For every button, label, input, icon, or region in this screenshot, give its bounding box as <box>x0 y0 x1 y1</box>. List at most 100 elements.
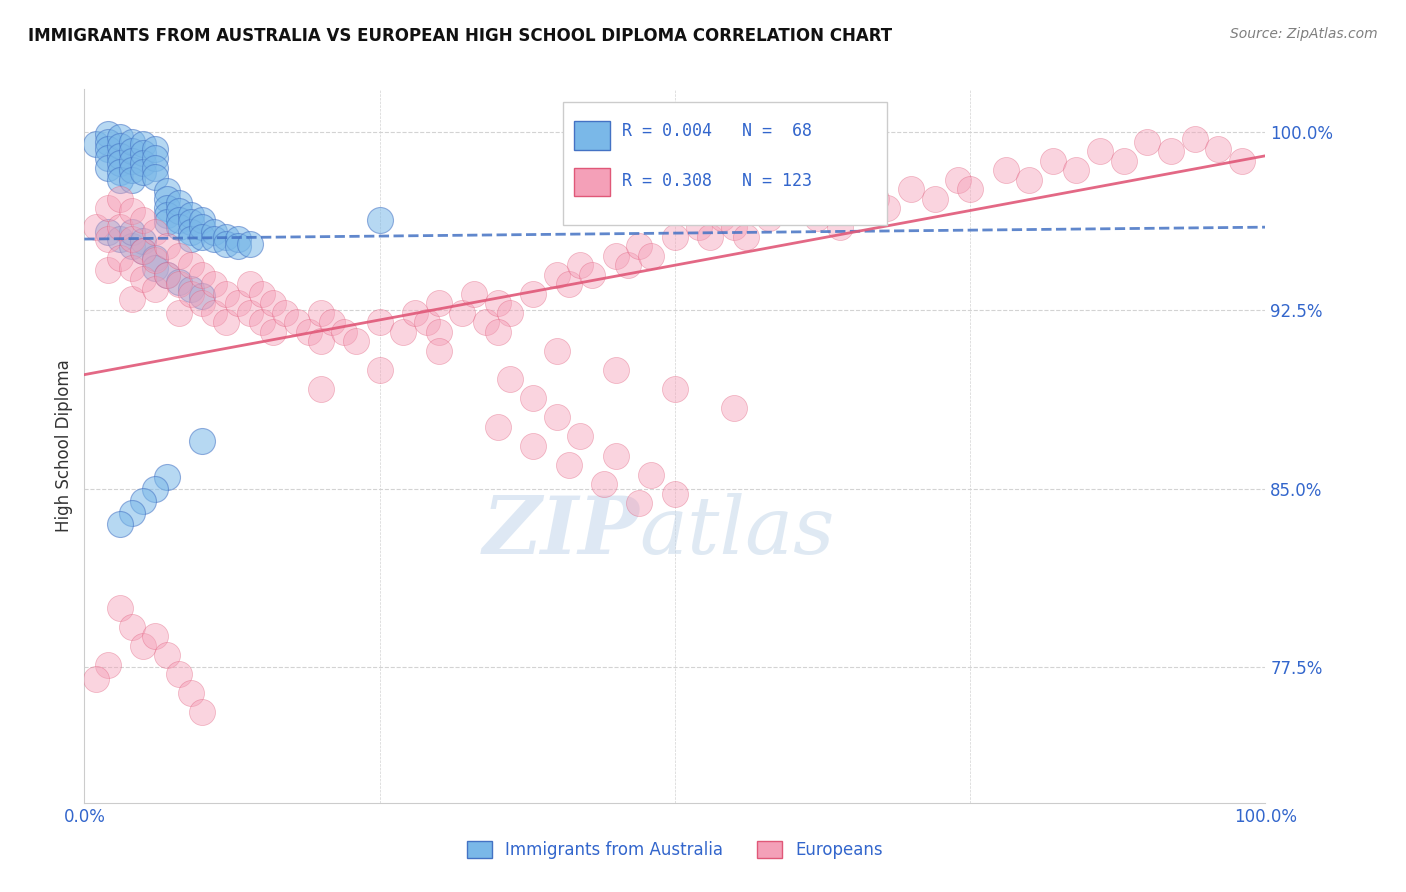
Point <box>108 172 131 186</box>
Point <box>167 203 190 218</box>
Point <box>557 277 579 292</box>
Point <box>121 260 143 275</box>
Point <box>143 253 166 268</box>
Point <box>226 232 249 246</box>
Point <box>309 334 332 349</box>
Point <box>498 306 520 320</box>
Text: R = 0.004   N =  68: R = 0.004 N = 68 <box>621 121 811 139</box>
Point <box>167 306 190 320</box>
Point <box>84 136 107 151</box>
Point <box>121 203 143 218</box>
Point <box>546 268 568 282</box>
Point <box>416 315 439 329</box>
Point <box>321 315 343 329</box>
Point <box>948 172 970 186</box>
Point <box>368 363 391 377</box>
Point <box>156 268 179 282</box>
Point <box>167 275 190 289</box>
Point <box>97 142 120 156</box>
Point <box>97 161 120 175</box>
Point <box>900 182 922 196</box>
Point <box>605 449 627 463</box>
Point <box>215 229 238 244</box>
Point <box>628 239 651 253</box>
Point <box>108 220 131 235</box>
Point <box>758 211 780 225</box>
Point <box>143 151 166 165</box>
Point <box>180 215 202 229</box>
Point <box>1088 144 1111 158</box>
Point <box>723 220 745 235</box>
Point <box>132 213 155 227</box>
Point <box>215 315 238 329</box>
Point <box>191 706 214 720</box>
Point <box>132 146 155 161</box>
Point <box>167 667 190 681</box>
Point <box>451 306 474 320</box>
Point <box>97 657 120 672</box>
Point <box>132 165 155 179</box>
Bar <box>575 168 610 196</box>
Point <box>97 263 120 277</box>
Point <box>546 410 568 425</box>
Point <box>97 201 120 215</box>
Point <box>239 277 262 292</box>
Point <box>498 372 520 386</box>
Point <box>782 201 804 215</box>
Point <box>640 467 662 482</box>
Point <box>167 277 190 292</box>
Point <box>1042 153 1064 168</box>
Point <box>121 163 143 178</box>
Point <box>202 225 225 239</box>
Point <box>180 686 202 700</box>
Point <box>734 229 756 244</box>
Point <box>180 225 202 239</box>
Point <box>143 251 166 265</box>
Point <box>522 286 544 301</box>
Point <box>250 315 273 329</box>
Point <box>180 208 202 222</box>
Point <box>132 493 155 508</box>
Point <box>121 292 143 306</box>
Point <box>1136 135 1159 149</box>
Point <box>830 220 852 235</box>
Point <box>156 201 179 215</box>
Point <box>581 268 603 282</box>
Point <box>143 482 166 496</box>
Point <box>143 142 166 156</box>
Point <box>143 170 166 185</box>
Point <box>132 156 155 170</box>
Point <box>97 232 120 246</box>
Text: ZIP: ZIP <box>482 493 640 570</box>
Point <box>167 220 190 235</box>
Point <box>108 165 131 179</box>
Point <box>640 249 662 263</box>
Point <box>121 172 143 186</box>
Point <box>108 129 131 144</box>
Point <box>121 506 143 520</box>
Point <box>108 192 131 206</box>
Point <box>132 272 155 286</box>
Point <box>605 249 627 263</box>
Point <box>156 192 179 206</box>
Point <box>368 213 391 227</box>
Point <box>404 306 426 320</box>
Point <box>121 225 143 239</box>
Point <box>180 286 202 301</box>
Text: R = 0.308   N = 123: R = 0.308 N = 123 <box>621 171 811 189</box>
Text: atlas: atlas <box>640 493 835 570</box>
Point <box>605 363 627 377</box>
Point <box>202 232 225 246</box>
Point <box>167 249 190 263</box>
Point <box>546 343 568 358</box>
Point <box>309 382 332 396</box>
Point <box>427 343 450 358</box>
Point <box>202 306 225 320</box>
Point <box>84 220 107 235</box>
Point <box>841 201 863 215</box>
Point <box>699 229 721 244</box>
Point <box>1160 144 1182 158</box>
Point <box>132 136 155 151</box>
Point <box>1112 153 1135 168</box>
Point <box>132 244 155 258</box>
